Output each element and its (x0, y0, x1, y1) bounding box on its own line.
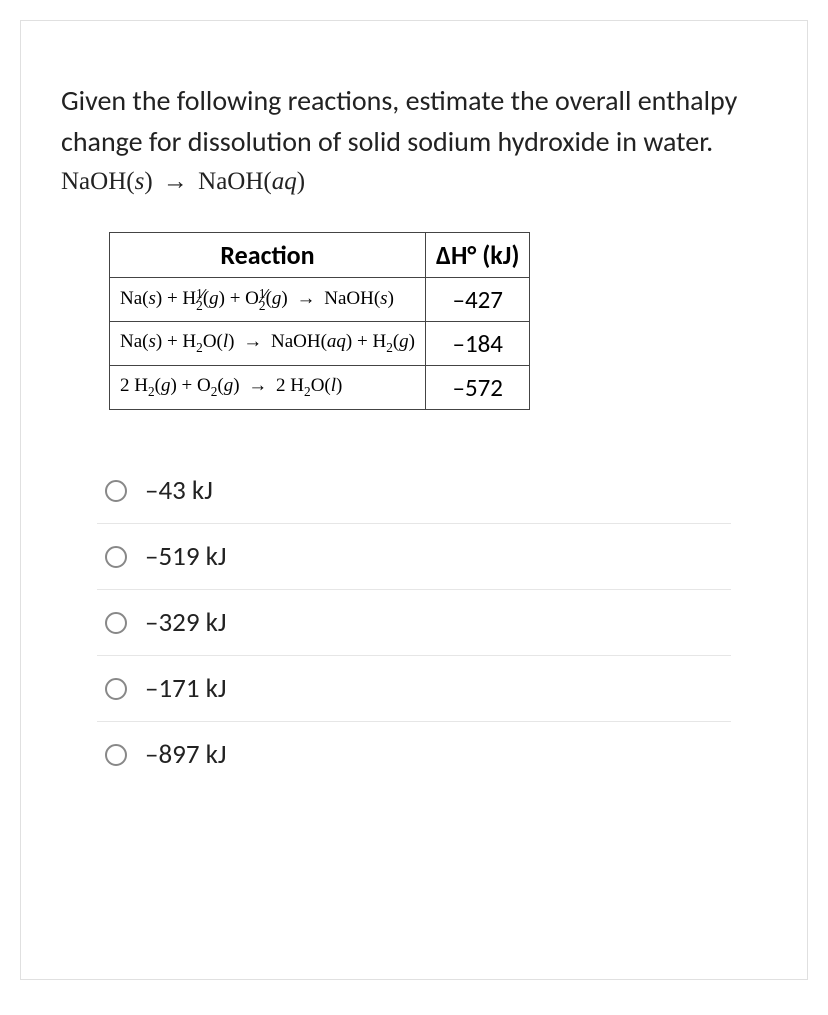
value-cell: –427 (426, 278, 530, 322)
reaction-cell: Na(s) + H2O(l) → NaOH(aq) + H2(g) (110, 322, 426, 366)
option-row[interactable]: –329 kJ (97, 590, 731, 656)
option-label: –519 kJ (145, 540, 227, 573)
answer-options: –43 kJ –519 kJ –329 kJ –171 kJ –897 kJ (97, 458, 731, 787)
value-cell: –572 (426, 366, 530, 410)
radio-icon[interactable] (105, 546, 127, 568)
option-label: –329 kJ (145, 606, 227, 639)
col-header-delta-h: ΔH° (kJ) (426, 233, 530, 278)
main-equation: NaOH(s) → NaOH(aq) (61, 168, 767, 196)
option-row[interactable]: –43 kJ (97, 458, 731, 524)
radio-icon[interactable] (105, 678, 127, 700)
value-cell: –184 (426, 322, 530, 366)
question-card: Given the following reactions, estimate … (20, 20, 808, 980)
table-row: Na(s) + H2O(l) → NaOH(aq) + H2(g) –184 (110, 322, 530, 366)
option-label: –43 kJ (145, 474, 213, 507)
table-row: 2 H2(g) + O2(g) → 2 H2O(l) –572 (110, 366, 530, 410)
reactions-table: Reaction ΔH° (kJ) Na(s) + H1∕2(g) + O1∕2… (109, 232, 530, 410)
reaction-cell: Na(s) + H1∕2(g) + O1∕2(g) → NaOH(s) (110, 278, 426, 322)
option-row[interactable]: –171 kJ (97, 656, 731, 722)
option-row[interactable]: –897 kJ (97, 722, 731, 787)
col-header-reaction: Reaction (110, 233, 426, 278)
option-row[interactable]: –519 kJ (97, 524, 731, 590)
radio-icon[interactable] (105, 480, 127, 502)
question-prompt: Given the following reactions, estimate … (61, 81, 767, 162)
radio-icon[interactable] (105, 612, 127, 634)
radio-icon[interactable] (105, 744, 127, 766)
reaction-cell: 2 H2(g) + O2(g) → 2 H2O(l) (110, 366, 426, 410)
table-row: Na(s) + H1∕2(g) + O1∕2(g) → NaOH(s) –427 (110, 278, 530, 322)
option-label: –171 kJ (145, 672, 227, 705)
option-label: –897 kJ (145, 738, 227, 771)
